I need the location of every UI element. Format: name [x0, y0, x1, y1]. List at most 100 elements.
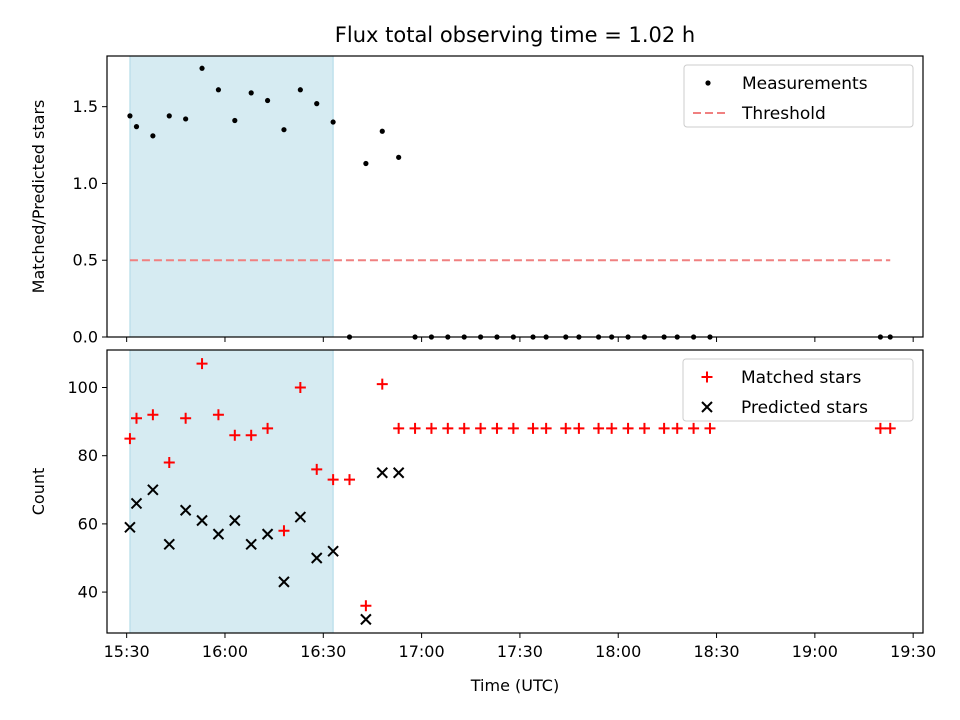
predicted-star-point	[245, 538, 257, 551]
predicted-star-point	[311, 552, 323, 564]
matched-star-point	[704, 422, 716, 434]
bottom-panel-frame	[106, 349, 924, 634]
bottom-panel-marks	[124, 358, 896, 626]
legend-box	[682, 358, 914, 422]
y-tick-label: 1.5	[73, 97, 98, 116]
matched-star-point	[638, 422, 650, 434]
bottom-panel-x-ticks: 15:30 16:00 16:30 17:00 17:30 18:00 18:30 19:00…	[104, 633, 936, 661]
matched-star-point	[622, 422, 634, 434]
matched-star-point	[196, 358, 208, 370]
y-tick-label: 40	[78, 583, 98, 602]
y-tick-label: 60	[78, 514, 98, 533]
x-tick-label: 16:30	[300, 642, 346, 661]
matched-star-point	[327, 474, 339, 486]
matched-star-point	[658, 422, 670, 434]
matched-star-point	[874, 422, 886, 434]
top-panel: 0.0 0.5 1.0 1.5 Matched/Predicted stars Mea…	[29, 55, 924, 347]
matched-star-point	[212, 409, 224, 421]
matched-star-point	[229, 429, 241, 441]
measurement-point	[330, 119, 336, 125]
legend-entry-label: Threshold	[741, 104, 826, 124]
predicted-star-point	[278, 576, 290, 588]
matched-star-point	[475, 422, 487, 434]
matched-star-point	[442, 422, 454, 434]
x-tick-label: 17:00	[399, 642, 445, 661]
matched-star-point	[884, 422, 896, 434]
legend-matched-swatch	[701, 371, 713, 383]
measurement-point	[314, 101, 320, 107]
matched-star-point	[393, 422, 405, 434]
predicted-star-point	[261, 528, 274, 540]
legend-entry-label: Predicted stars	[741, 398, 868, 418]
predicted-star-point	[179, 504, 192, 516]
predicted-star-point	[212, 528, 225, 540]
measurement-point	[215, 87, 222, 93]
y-tick-label: 0.0	[73, 328, 98, 347]
x-tick-label: 16:00	[202, 642, 248, 661]
y-tick-label: 0.5	[73, 251, 98, 270]
matched-star-point	[147, 409, 159, 421]
matched-star-point	[163, 457, 175, 469]
matched-star-point	[278, 525, 290, 537]
y-tick-label: 80	[78, 446, 98, 465]
measurement-point	[297, 87, 303, 93]
predicted-star-point	[327, 545, 339, 557]
matched-star-point	[560, 422, 572, 434]
y-tick-label: 1.0	[73, 174, 98, 193]
x-tick-label: 19:00	[792, 642, 838, 661]
bottom-panel-y-label: Count	[29, 468, 48, 516]
x-tick-label: 19:30	[890, 642, 936, 661]
measurement-point	[281, 127, 287, 133]
legend-measurement-swatch	[705, 80, 711, 86]
matched-star-point	[540, 422, 552, 434]
matched-star-point	[606, 422, 618, 434]
predicted-star-point	[124, 521, 136, 534]
bottom-panel-legend: Matched stars Predicted stars	[682, 358, 914, 422]
legend-box	[683, 64, 914, 128]
legend-predicted-swatch	[701, 401, 713, 413]
predicted-star-point	[392, 467, 405, 479]
matched-star-point	[688, 422, 700, 434]
top-panel-y-ticks: 0.0 0.5 1.0 1.5	[73, 97, 107, 347]
predicted-star-point	[147, 484, 159, 496]
matched-star-point	[360, 600, 372, 612]
matched-star-point	[124, 433, 136, 445]
x-axis-label: Time (UTC)	[470, 676, 559, 695]
observing-span-bottom	[129, 349, 334, 634]
predicted-star-point	[294, 511, 307, 523]
matched-star-point	[409, 422, 421, 434]
bottom-panel: 15:30 16:00 16:30 17:00 17:30 18:00 18:30 19:00…	[29, 349, 936, 661]
matched-star-point	[671, 422, 683, 434]
matched-star-point	[344, 474, 356, 486]
predicted-star-point	[163, 538, 175, 551]
matched-star-point	[262, 422, 274, 434]
legend-entry-label: Measurements	[742, 74, 868, 94]
matched-star-point	[311, 463, 323, 475]
bottom-panel-y-ticks: 40 60 80 100	[67, 378, 107, 602]
measurement-point	[232, 117, 238, 124]
x-tick-label: 18:00	[595, 642, 641, 661]
matched-star-point	[180, 412, 192, 424]
top-panel-x-ticks	[126, 337, 914, 342]
measurement-point	[127, 113, 133, 119]
measurement-point	[379, 128, 385, 134]
matched-star-point	[507, 422, 519, 434]
matched-star-point	[376, 378, 388, 390]
matched-star-point	[425, 422, 437, 434]
predicted-star-point	[196, 514, 208, 527]
measurement-point	[150, 133, 156, 139]
measurement-point	[264, 97, 271, 104]
matched-star-point	[491, 422, 503, 434]
predicted-star-point	[229, 514, 241, 527]
matched-star-point	[245, 429, 257, 441]
x-tick-label: 15:30	[104, 642, 150, 661]
matched-star-point	[573, 422, 585, 434]
top-panel-y-label: Matched/Predicted stars	[29, 100, 48, 294]
legend-entry-label: Matched stars	[741, 368, 861, 388]
matched-star-point	[294, 382, 306, 394]
x-tick-label: 17:30	[497, 642, 543, 661]
measurement-point	[363, 160, 369, 167]
top-panel-frame	[106, 55, 924, 338]
matched-star-point	[593, 422, 605, 434]
